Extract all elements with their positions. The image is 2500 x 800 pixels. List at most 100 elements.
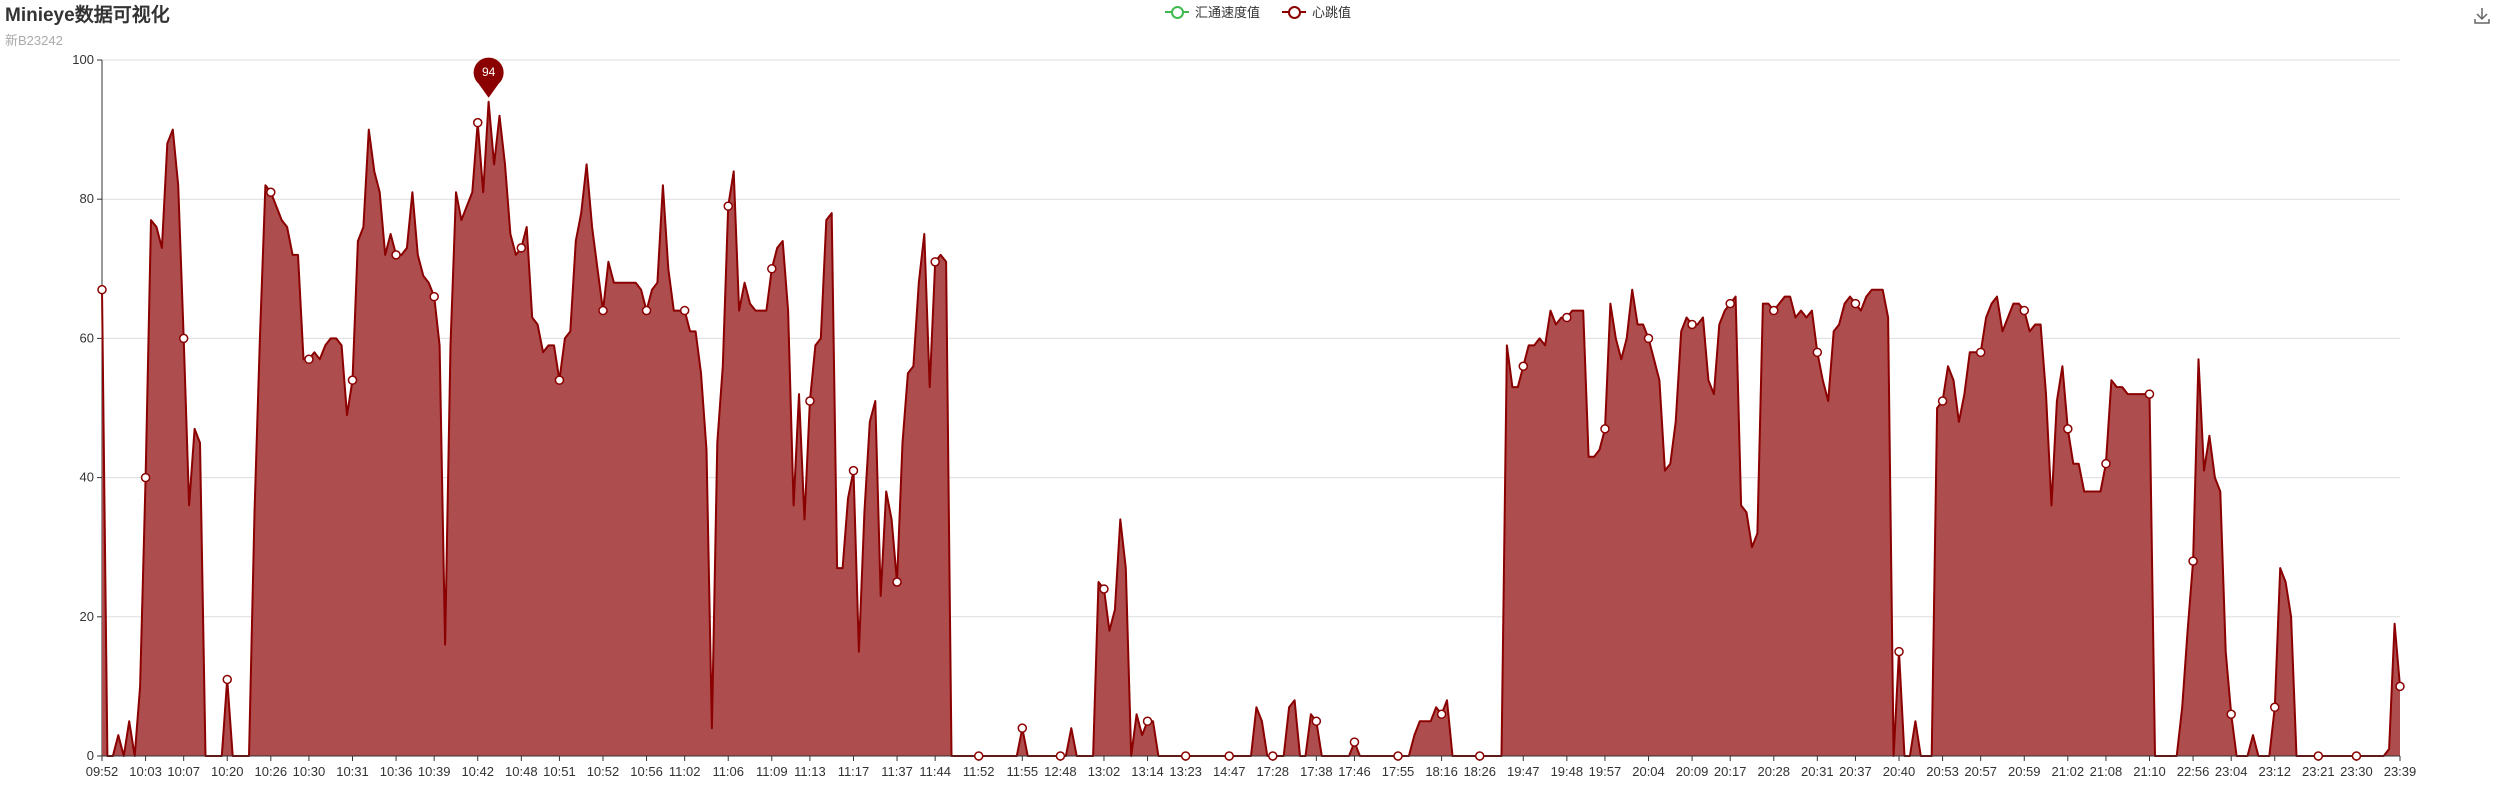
data-point: [2226, 709, 2236, 719]
data-point: [347, 375, 358, 385]
max-point-label: 94: [482, 65, 496, 79]
x-tick-label: 13:02: [1088, 764, 1121, 779]
data-point: [1436, 709, 1447, 719]
legend-dot-speed: [1171, 5, 1184, 19]
x-tick-label: 11:52: [963, 764, 995, 779]
x-tick-label: 23:39: [2384, 764, 2417, 779]
data-point: [1268, 751, 1278, 761]
x-tick-label: 10:52: [587, 764, 620, 779]
y-tick-label: 40: [80, 470, 94, 485]
x-tick-label: 19:47: [1507, 764, 1540, 779]
data-point: [1687, 319, 1697, 330]
data-point: [1725, 298, 1735, 309]
x-tick-label: 10:07: [167, 764, 200, 779]
download-icon[interactable]: [2472, 6, 2492, 26]
data-point: [1894, 646, 1904, 657]
x-tick-label: 20:59: [2008, 764, 2041, 779]
x-tick-label: 10:03: [129, 764, 162, 779]
data-point: [848, 465, 859, 476]
x-tick-label: 10:36: [380, 764, 413, 779]
data-point: [1474, 751, 1485, 761]
data-point: [266, 187, 276, 197]
data-point: [1518, 361, 1529, 371]
data-point: [140, 472, 151, 483]
x-tick-label: 20:31: [1801, 764, 1834, 779]
data-point: [1937, 396, 1948, 406]
data-point: [2063, 424, 2073, 434]
data-point: [892, 577, 902, 587]
x-tick-label: 11:06: [712, 764, 744, 779]
data-point: [1562, 312, 1572, 323]
data-point: [391, 250, 401, 260]
x-tick-label: 12:48: [1044, 764, 1077, 779]
x-tick-label: 10:42: [461, 764, 494, 779]
page-subtitle: 新B23242: [5, 33, 63, 48]
data-point: [1600, 424, 1610, 434]
data-point: [1812, 347, 1823, 358]
legend-swatch-heartbeat: [1282, 5, 1307, 19]
x-tick-label: 19:57: [1589, 764, 1622, 779]
data-point: [767, 264, 777, 274]
data-point: [97, 284, 107, 295]
x-tick-label: 23:12: [2258, 764, 2291, 779]
legend-item-heartbeat[interactable]: 心跳值: [1282, 2, 1351, 21]
x-tick-label: 17:55: [1382, 764, 1415, 779]
data-point: [554, 375, 565, 385]
x-tick-label: 17:28: [1257, 764, 1290, 779]
data-point: [178, 333, 189, 344]
data-point: [1769, 305, 1779, 316]
x-tick-label: 23:04: [2215, 764, 2248, 779]
data-point: [2101, 458, 2111, 469]
x-tick-label: 13:14: [1131, 764, 1164, 779]
max-point-pin: [473, 57, 504, 98]
data-point: [1017, 723, 1028, 733]
data-point: [1850, 298, 1861, 309]
data-point: [516, 243, 527, 253]
data-point: [1349, 737, 1360, 747]
data-point: [2395, 681, 2405, 692]
x-tick-label: 20:28: [1757, 764, 1790, 779]
data-point: [723, 201, 733, 211]
data-point: [2188, 556, 2198, 566]
x-tick-label: 20:09: [1676, 764, 1709, 779]
x-tick-label: 17:46: [1338, 764, 1371, 779]
page-title: Minieye数据可视化: [5, 5, 170, 26]
x-tick-label: 23:21: [2302, 764, 2335, 779]
x-tick-label: 14:47: [1213, 764, 1246, 779]
x-tick-label: 20:53: [1926, 764, 1959, 779]
x-tick-label: 10:48: [505, 764, 538, 779]
legend-item-speed[interactable]: 汇通速度值: [1165, 2, 1260, 21]
data-point: [1180, 751, 1191, 761]
data-point: [304, 354, 314, 365]
data-point: [1393, 751, 1403, 761]
x-tick-label: 20:57: [1964, 764, 1997, 779]
x-tick-label: 13:23: [1169, 764, 1202, 779]
x-tick-label: 11:37: [881, 764, 913, 779]
data-point: [679, 305, 690, 316]
series-area: [102, 101, 2400, 757]
data-point: [472, 117, 483, 128]
legend-dot-heartbeat: [1288, 5, 1302, 19]
data-point: [1099, 584, 1109, 594]
x-tick-label: 10:31: [336, 764, 369, 779]
y-tick-label: 20: [80, 609, 94, 624]
x-tick-label: 10:56: [630, 764, 663, 779]
download-icon-glyph: [2474, 8, 2490, 24]
x-tick-label: 20:17: [1714, 764, 1747, 779]
x-tick-label: 20:40: [1883, 764, 1916, 779]
x-tick-label: 21:10: [2133, 764, 2166, 779]
data-point: [930, 257, 940, 267]
data-point: [1311, 716, 1322, 726]
data-point: [1975, 347, 1986, 358]
legend-label-speed: 汇通速度值: [1195, 5, 1261, 20]
x-tick-label: 23:30: [2340, 764, 2373, 779]
x-tick-label: 18:16: [1425, 764, 1458, 779]
legend-swatch-speed: [1165, 5, 1189, 19]
x-tick-label: 18:26: [1463, 764, 1496, 779]
x-tick-label: 09:52: [86, 764, 119, 779]
x-tick-label: 10:39: [418, 764, 451, 779]
x-tick-label: 21:08: [2090, 764, 2123, 779]
data-point: [1142, 716, 1153, 726]
data-point: [973, 751, 984, 761]
